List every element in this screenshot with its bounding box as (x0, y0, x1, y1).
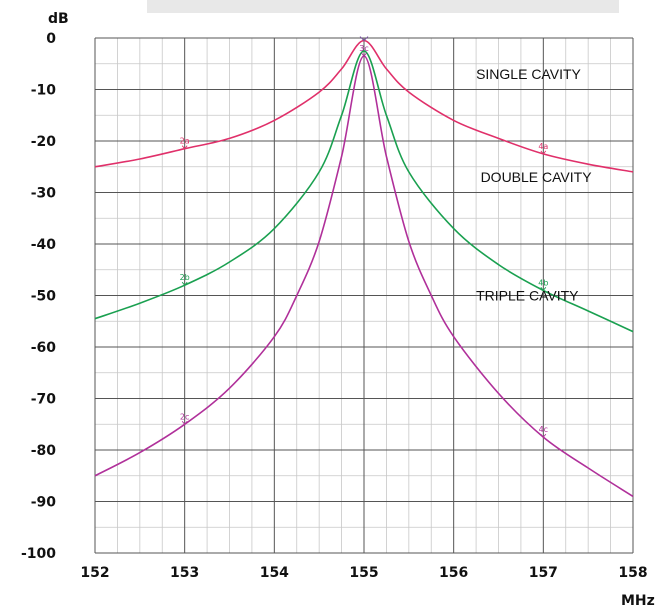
marker-tick-4a (540, 150, 547, 155)
tick-labels: 152 153 154 155 156 157 158 0 -10 -20 -30 -40 -50 -60… (21, 31, 648, 581)
y-tick-label: -40 (31, 237, 57, 253)
y-tick-label: -10 (31, 83, 57, 99)
x-tick-label: 152 (80, 565, 109, 581)
x-tick-label: 155 (349, 565, 378, 581)
marker-tick-4c (540, 433, 547, 438)
annotation-triple-cavity: TRIPLE CAVITY (476, 288, 579, 304)
y-tick-label: -50 (31, 289, 57, 305)
y-tick-label: -100 (21, 546, 56, 562)
x-tick-label: 153 (170, 565, 199, 581)
x-tick-label: 154 (260, 565, 289, 581)
marker-tick-2a (181, 145, 188, 150)
x-tick-label: 158 (618, 565, 647, 581)
marker-label-3c: 3c (359, 44, 369, 53)
marker-tick-2b (181, 281, 188, 286)
marker-tick-4b (540, 287, 547, 292)
marker-label-2a: 2a (180, 137, 190, 146)
annotation-double-cavity: DOUBLE CAVITY (481, 169, 593, 185)
annotations: SINGLE CAVITY DOUBLE CAVITY TRIPLE CAVITY (476, 66, 592, 303)
marker-label-4b: 4b (538, 278, 548, 287)
y-tick-label: -90 (31, 495, 57, 511)
y-tick-label: -20 (31, 134, 57, 150)
marker-tick-2c (181, 420, 188, 425)
y-tick-label: -30 (31, 186, 57, 202)
y-tick-label: -80 (31, 443, 57, 459)
markers: 2a 4a 2b 4b 2c 4c 3c (180, 36, 549, 438)
marker-tick-3c (361, 52, 367, 57)
marker-label-4c: 4c (539, 425, 549, 434)
top-bar (147, 0, 619, 13)
marker-label-4a: 4a (538, 142, 548, 151)
major-grid (94, 37, 634, 554)
y-tick-label: -70 (31, 392, 57, 408)
peak-marker (359, 36, 369, 42)
marker-label-2c: 2c (180, 412, 190, 421)
series-line-double-cavity (94, 50, 634, 333)
x-tick-label: 157 (529, 565, 558, 581)
x-axis-label: MHz (621, 593, 655, 609)
y-axis-label: dB (48, 11, 69, 27)
y-tick-label: 0 (46, 31, 56, 47)
y-tick-label: -60 (31, 340, 57, 356)
annotation-single-cavity: SINGLE CAVITY (476, 66, 581, 82)
marker-label-2b: 2b (180, 273, 190, 282)
x-tick-label: 156 (439, 565, 468, 581)
